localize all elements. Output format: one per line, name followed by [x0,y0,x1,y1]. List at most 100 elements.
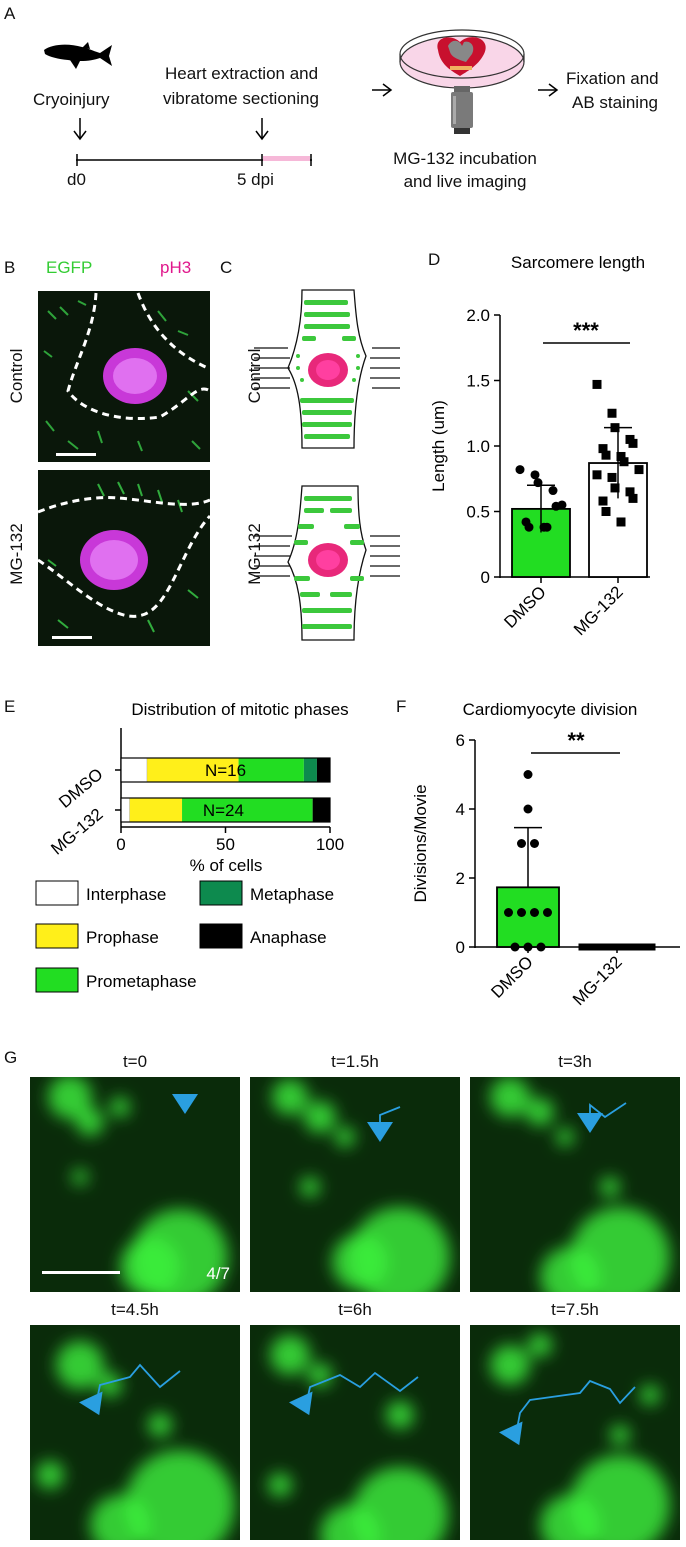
y-tick-label: 0 [456,938,465,957]
zebrafish-icon [44,42,112,69]
legend-swatch-prophase [35,923,79,949]
data-point [592,379,602,389]
data-point [515,465,525,475]
y-tick-label: 1.0 [466,437,490,456]
frame-image [490,1077,670,1292]
timelapse-frame [250,1077,460,1292]
data-point [628,438,638,448]
data-point [533,478,543,488]
panel-b-label: B [4,258,16,277]
arrowhead-icon [498,1421,523,1446]
fluorescence-blob [72,1169,88,1185]
row-label-control: Control [7,348,26,404]
y-axis-label: Divisions/Movie [411,784,430,902]
frame-image [272,1079,450,1292]
step-mg132-l1: MG-132 incubation [393,149,537,168]
frame-image [490,1333,670,1540]
x-tick-label: MG-132 [569,952,626,1009]
legend-swatch-interphase [35,880,79,906]
chart-mitotic-phases: Distribution of mitotic phases N=16 N=24 DM… [35,700,349,993]
segment-prometaphase [182,798,313,822]
x-tick-label: 50 [216,835,235,854]
n-label: N=24 [203,801,244,820]
chart-cardiomyocyte-division: Cardiomyocyte division Divisions/Movie 0 2 4… [411,700,680,1009]
panel-c-label: C [220,258,233,277]
frame-image [36,1341,235,1540]
scale-bar [42,1271,120,1274]
cell-track [304,1371,419,1411]
data-point [620,943,628,951]
step-heart-extraction-l2: vibratome sectioning [163,89,319,108]
data-point [523,804,533,814]
step-mg132-l2: and live imaging [403,172,527,191]
fluorescence-blob [526,1098,554,1126]
panel-g-label: G [4,1048,18,1067]
fluorescence-blob [600,1177,620,1197]
x-tick-label: DMSO [500,582,549,631]
step-fixation-l1: Fixation and [566,69,659,88]
channel-ph3-label: pH3 [160,258,192,277]
fluorescence-blob [610,1425,630,1445]
frame-label-t6: t=6h [338,1300,372,1319]
segment-prometaphase [238,758,304,782]
culture-dish-icon [399,29,525,134]
arrowhead-icon [78,1391,103,1416]
n-label: N=16 [205,761,246,780]
micrograph-control [38,291,210,462]
fluorescence-blobs [272,1079,450,1292]
data-point [628,493,638,503]
frame-label-t1-5: t=1.5h [331,1052,379,1071]
data-point [530,470,540,480]
data-point [641,943,649,951]
data-point [530,839,539,848]
timelapse-frame: 4/7 [30,1077,240,1292]
data-point [627,943,635,951]
data-point [607,408,617,418]
arrowhead-icon [288,1391,313,1416]
fluorescence-blob [268,1473,292,1497]
data-point [510,942,520,952]
data-point [634,943,642,951]
legend-label-interphase: Interphase [86,885,166,904]
cell-schematic-mg132 [254,485,400,641]
data-point [606,943,614,951]
segment-metaphase [303,758,317,782]
fluorescence-blobs [490,1077,670,1292]
fluorescence-blob [300,1177,320,1197]
segment-interphase [120,797,131,823]
frame-image: 4/7 [42,1077,230,1292]
arrowhead-icon [577,1113,603,1133]
data-point [557,500,567,510]
timelapse-frame [470,1077,680,1292]
step-heart-extraction-l1: Heart extraction and [165,64,319,83]
fluorescence-blob [125,1450,235,1540]
channel-egfp-label: EGFP [46,258,93,277]
timeline-day5: 5 dpi [237,170,274,189]
data-point [648,943,656,951]
segment-prophase [147,758,239,782]
data-point [607,472,617,482]
data-point [578,943,586,951]
legend-label-prophase: Prophase [86,928,159,947]
legend-swatch-anaphase [199,923,243,949]
frame-count-label: 4/7 [206,1264,230,1283]
data-point [504,908,513,917]
data-point [598,496,608,506]
data-point [601,450,611,460]
fluorescence-blobs [48,1077,228,1292]
data-point [548,486,558,496]
cell-track [94,1363,181,1411]
segment-prophase [129,798,183,822]
y-tick-label: 6 [456,731,465,750]
data-point [585,943,593,951]
fluorescence-blob [528,1333,552,1357]
timeline-day0: d0 [67,170,86,189]
data-point [616,451,626,461]
data-point [592,470,602,480]
x-tick-label: DMSO [487,952,536,1001]
fluorescence-blobs [36,1341,235,1540]
y-tick-label: 2 [456,869,465,888]
data-point [524,522,534,532]
data-point [543,908,552,917]
x-axis-label: % of cells [190,856,263,875]
